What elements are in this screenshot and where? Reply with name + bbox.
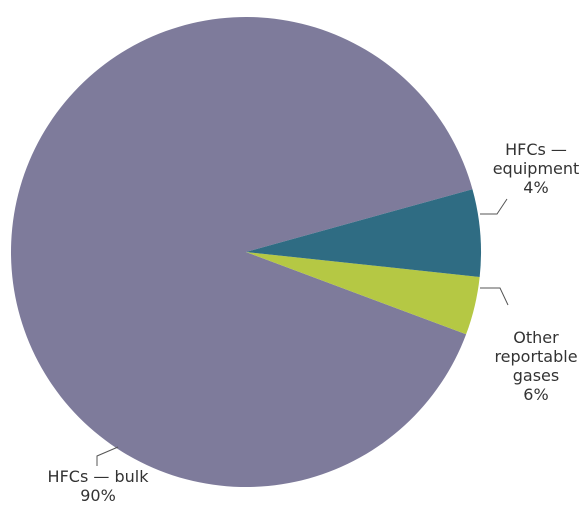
- slice-label-line: gases: [513, 366, 559, 385]
- slice-label-line: HFCs —: [505, 140, 567, 159]
- slice-label-other-reportable-gases: Other reportable gases 6%: [494, 328, 577, 404]
- slice-label-line: 90%: [80, 486, 116, 505]
- pie-slice-hfcs-equipment: [246, 252, 480, 335]
- leader-line-hfcs-equipment: [480, 198, 508, 215]
- slice-label-line: 4%: [523, 178, 548, 197]
- leader-line-hfcs-bulk: [96, 446, 119, 466]
- slice-label-line: 6%: [523, 385, 548, 404]
- leader-line-other-reportable-gases: [480, 287, 509, 306]
- slice-label-hfcs-equipment: HFCs — equipment 4%: [493, 140, 580, 197]
- slice-label-line: Other: [513, 328, 559, 347]
- slice-label-line: HFCs — bulk: [48, 467, 150, 486]
- pie-slice-hfcs-bulk: [10, 17, 473, 488]
- slice-label-hfcs-bulk: HFCs — bulk 90%: [48, 467, 150, 505]
- slice-label-line: reportable: [494, 347, 577, 366]
- slice-label-line: equipment: [493, 159, 580, 178]
- pie-slice-other-reportable-gases: [246, 189, 481, 277]
